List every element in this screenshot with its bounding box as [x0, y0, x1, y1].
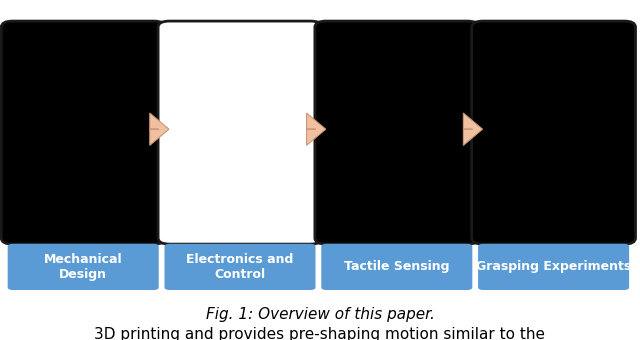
FancyArrow shape — [150, 113, 169, 146]
Text: Grasping Experiments: Grasping Experiments — [476, 260, 631, 273]
FancyBboxPatch shape — [1, 21, 165, 244]
FancyArrow shape — [463, 113, 483, 146]
FancyBboxPatch shape — [478, 244, 629, 290]
FancyBboxPatch shape — [315, 21, 479, 244]
FancyBboxPatch shape — [164, 244, 316, 290]
Text: Tactile Sensing: Tactile Sensing — [344, 260, 449, 273]
FancyBboxPatch shape — [158, 21, 322, 244]
Text: Fig. 1: Overview of this paper.: Fig. 1: Overview of this paper. — [205, 307, 435, 322]
FancyBboxPatch shape — [472, 21, 636, 244]
Text: Mechanical
Design: Mechanical Design — [44, 253, 122, 281]
FancyBboxPatch shape — [8, 244, 159, 290]
Text: 3D printing and provides pre-shaping motion similar to the: 3D printing and provides pre-shaping mot… — [95, 327, 545, 340]
FancyBboxPatch shape — [321, 244, 472, 290]
Text: Electronics and
Control: Electronics and Control — [186, 253, 294, 281]
FancyArrow shape — [307, 113, 326, 146]
